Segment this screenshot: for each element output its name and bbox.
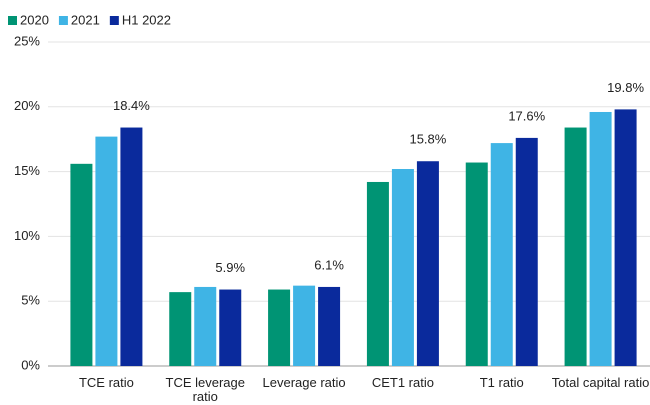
y-tick-label: 5%	[21, 293, 40, 308]
y-tick-label: 20%	[14, 98, 40, 113]
bar	[194, 286, 217, 366]
bar	[490, 143, 513, 366]
bar	[391, 169, 414, 366]
y-tick-label: 15%	[14, 163, 40, 178]
bar	[318, 286, 341, 366]
bar	[120, 127, 143, 366]
bar	[293, 285, 316, 366]
bar	[70, 163, 93, 366]
x-tick-label: CET1 ratio	[371, 375, 434, 390]
legend-swatch	[8, 16, 17, 25]
x-tick-label: Total capital ratio	[551, 375, 650, 390]
y-tick-label: 10%	[14, 228, 40, 243]
value-label: 15.8%	[409, 132, 446, 147]
value-label: 5.9%	[215, 260, 245, 275]
bar	[589, 111, 612, 366]
bar	[219, 289, 242, 366]
x-tick-label: Leverage ratio	[262, 375, 346, 390]
bar	[515, 137, 538, 366]
y-tick-label: 0%	[21, 357, 40, 372]
legend-label: H1 2022	[122, 12, 171, 27]
value-label: 19.8%	[607, 80, 644, 95]
bar	[95, 136, 118, 366]
bar	[268, 289, 291, 366]
bar	[564, 127, 587, 366]
value-label: 18.4%	[113, 98, 150, 113]
value-label: 17.6%	[508, 108, 545, 123]
y-tick-label: 25%	[14, 33, 40, 48]
legend-swatch	[109, 16, 119, 25]
legend-label: 2021	[71, 12, 100, 27]
x-tick-label: TCE ratio	[78, 375, 134, 390]
value-label: 6.1%	[314, 257, 344, 272]
legend-swatch	[58, 16, 68, 25]
legend-label: 2020	[20, 12, 49, 27]
bar	[416, 161, 439, 366]
bar	[366, 181, 389, 366]
x-tick-label: TCE leverage ratio	[165, 375, 245, 404]
bar	[169, 292, 192, 366]
bar	[465, 162, 488, 366]
bar	[614, 109, 637, 366]
x-tick-label: T1 ratio	[479, 375, 524, 390]
